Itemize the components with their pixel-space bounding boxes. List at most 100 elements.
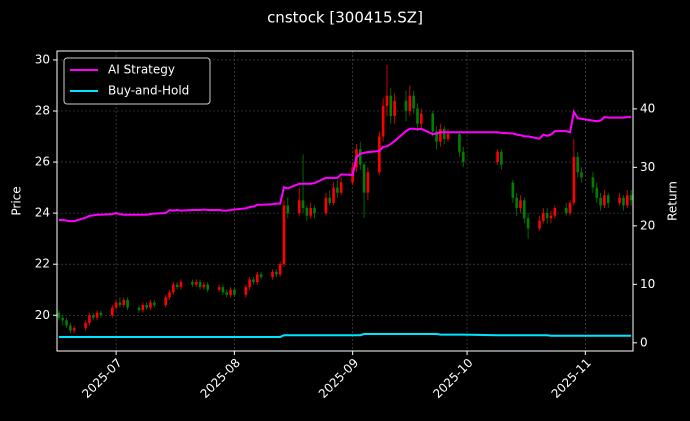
candle-body (568, 202, 572, 214)
candle-body (435, 131, 438, 142)
legend-label: AI Strategy (108, 63, 175, 77)
candle-body (172, 284, 175, 293)
candle-body (358, 149, 362, 165)
x-tick-label: 2025-11 (549, 356, 594, 401)
plot-frame (56, 50, 634, 352)
candle-body (591, 177, 595, 188)
x-tick-label: 2025-07 (79, 356, 124, 401)
candle-body (549, 215, 553, 219)
candle-body (271, 271, 274, 277)
y-tick-label: 26 (35, 155, 50, 169)
candle-body (324, 197, 328, 214)
candle-body (122, 299, 126, 306)
candle-body (366, 172, 370, 193)
candle-body (336, 187, 339, 193)
candle-body (141, 305, 145, 311)
y-tick-label: 30 (35, 52, 50, 66)
chart-title: cnstock [300415.SZ] (267, 9, 423, 27)
candle-body (458, 133, 461, 152)
candle-body (198, 282, 202, 288)
candle-body (152, 302, 156, 306)
candle-body (221, 287, 225, 293)
candle-body (206, 284, 209, 290)
candle-body (297, 200, 301, 214)
candle-body (625, 195, 629, 206)
candle-body (255, 274, 259, 283)
candle-body (84, 322, 87, 329)
candle-body (149, 302, 152, 308)
candle-body (164, 297, 168, 306)
candle-body (572, 156, 576, 203)
candle-body (282, 205, 286, 265)
candle-body (408, 95, 412, 111)
candle-body (542, 213, 545, 221)
candle-body (599, 197, 602, 206)
candle-body (175, 284, 179, 288)
candle-body (61, 317, 65, 321)
candle-body (526, 218, 530, 229)
candle-body (500, 151, 503, 165)
candle-body (168, 292, 171, 298)
candle-body (378, 136, 381, 173)
candle-body (328, 197, 332, 203)
candle-body (622, 197, 625, 206)
candle-body (114, 302, 118, 308)
candle-body (404, 100, 408, 111)
legend-label: Buy-and-Hold (108, 84, 189, 98)
y2-tick-label: 10 (640, 277, 655, 291)
candle-body (95, 312, 99, 318)
candle-body (393, 100, 396, 117)
candle-body (65, 320, 68, 326)
candle-body (99, 312, 103, 316)
candle-body (69, 325, 72, 331)
candle-body (515, 197, 518, 209)
candle-body (72, 328, 76, 331)
candle-body (564, 208, 568, 214)
candle-body (618, 197, 621, 203)
candle-body (332, 187, 335, 203)
candle-body (595, 187, 599, 198)
candle-body (576, 156, 579, 173)
candle-body (385, 95, 389, 106)
candle-body (229, 289, 232, 295)
candle-body (137, 307, 141, 311)
candle-body (519, 200, 522, 209)
x-tick-label: 2025-08 (198, 356, 243, 401)
candle-body (202, 284, 206, 288)
candle-body (416, 108, 419, 124)
y-tick-label: 22 (35, 257, 50, 271)
candle-body (305, 208, 309, 216)
candle-body (309, 208, 312, 216)
candle-body (111, 307, 114, 316)
series-line (58, 109, 632, 223)
candle-body (145, 305, 148, 308)
candle-body (431, 113, 435, 132)
candle-body (194, 282, 198, 285)
candle-body (419, 113, 423, 124)
candle-body (118, 302, 122, 306)
candle-body (259, 274, 263, 277)
candle-body (412, 95, 415, 109)
x-tick-label: 2025-09 (316, 356, 361, 401)
candle-body (461, 151, 465, 163)
candle-body (244, 287, 248, 295)
candle-body (57, 312, 61, 318)
y-tick-label: 28 (35, 104, 50, 118)
candle-body (217, 287, 221, 290)
candle-body (580, 172, 583, 178)
candle-body (439, 128, 442, 142)
y2-tick-label: 30 (640, 160, 655, 174)
series-line (58, 333, 632, 338)
candle-body (553, 208, 557, 216)
candle-body (381, 105, 385, 137)
candle-body (362, 164, 366, 193)
candle-body (496, 151, 499, 163)
candle-body (179, 282, 183, 288)
candle-body (233, 289, 236, 295)
x-tick-label: 2025-10 (430, 356, 475, 401)
y-axis-label: Price (10, 186, 24, 215)
y2-tick-label: 0 (640, 335, 648, 349)
y-tick-label: 24 (35, 206, 50, 220)
y2-tick-label: 40 (640, 101, 655, 115)
